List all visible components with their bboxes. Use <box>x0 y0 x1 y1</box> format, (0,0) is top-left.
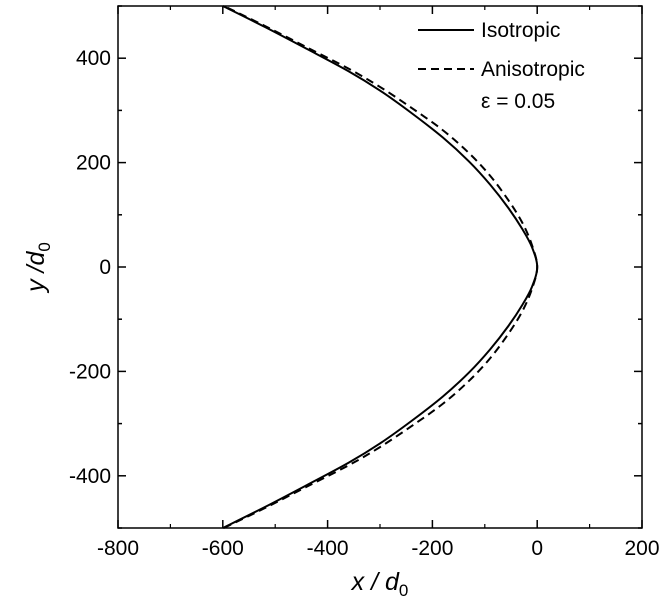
x-tick-label: 200 <box>624 537 659 560</box>
legend-label-isotropic: Isotropic <box>481 19 560 42</box>
y-tick-label: 400 <box>76 47 111 70</box>
x-tick-label: -600 <box>202 537 244 560</box>
legend: Isotropic Anisotropic ε = 0.05 <box>418 19 585 113</box>
y-tick-label: 0 <box>99 256 111 279</box>
y-axis-ticks: -400 -200 0 200 400 <box>69 5 642 529</box>
x-tick-label: -400 <box>307 537 349 560</box>
y-axis-sym: d <box>22 250 50 265</box>
curves-layer <box>222 5 539 529</box>
x-tick-label: 0 <box>531 537 543 560</box>
y-axis-sep: / <box>22 262 50 279</box>
x-axis-ticks: -800 -600 -400 -200 0 200 <box>97 6 660 560</box>
x-axis-title: x / d0 <box>351 568 409 600</box>
y-tick-label: -200 <box>69 360 111 383</box>
y-axis-title: y /d0 <box>22 242 54 294</box>
series-line-isotropic <box>222 5 539 529</box>
y-axis-var: y <box>22 278 50 294</box>
series-line-anisotropic <box>223 5 539 529</box>
x-tick-label: -200 <box>411 537 453 560</box>
x-axis-sep: / <box>364 568 385 596</box>
epsilon-annotation: ε = 0.05 <box>481 90 555 113</box>
y-tick-label: -400 <box>69 465 111 488</box>
plot-frame <box>117 5 643 529</box>
y-tick-label: 200 <box>76 152 111 175</box>
x-tick-label: -800 <box>97 537 139 560</box>
x-axis-sym: d <box>385 568 400 596</box>
x-axis-var: x <box>351 568 366 596</box>
legend-label-anisotropic: Anisotropic <box>481 58 585 81</box>
x-axis-sub: 0 <box>399 581 408 600</box>
y-axis-sub: 0 <box>35 242 54 251</box>
